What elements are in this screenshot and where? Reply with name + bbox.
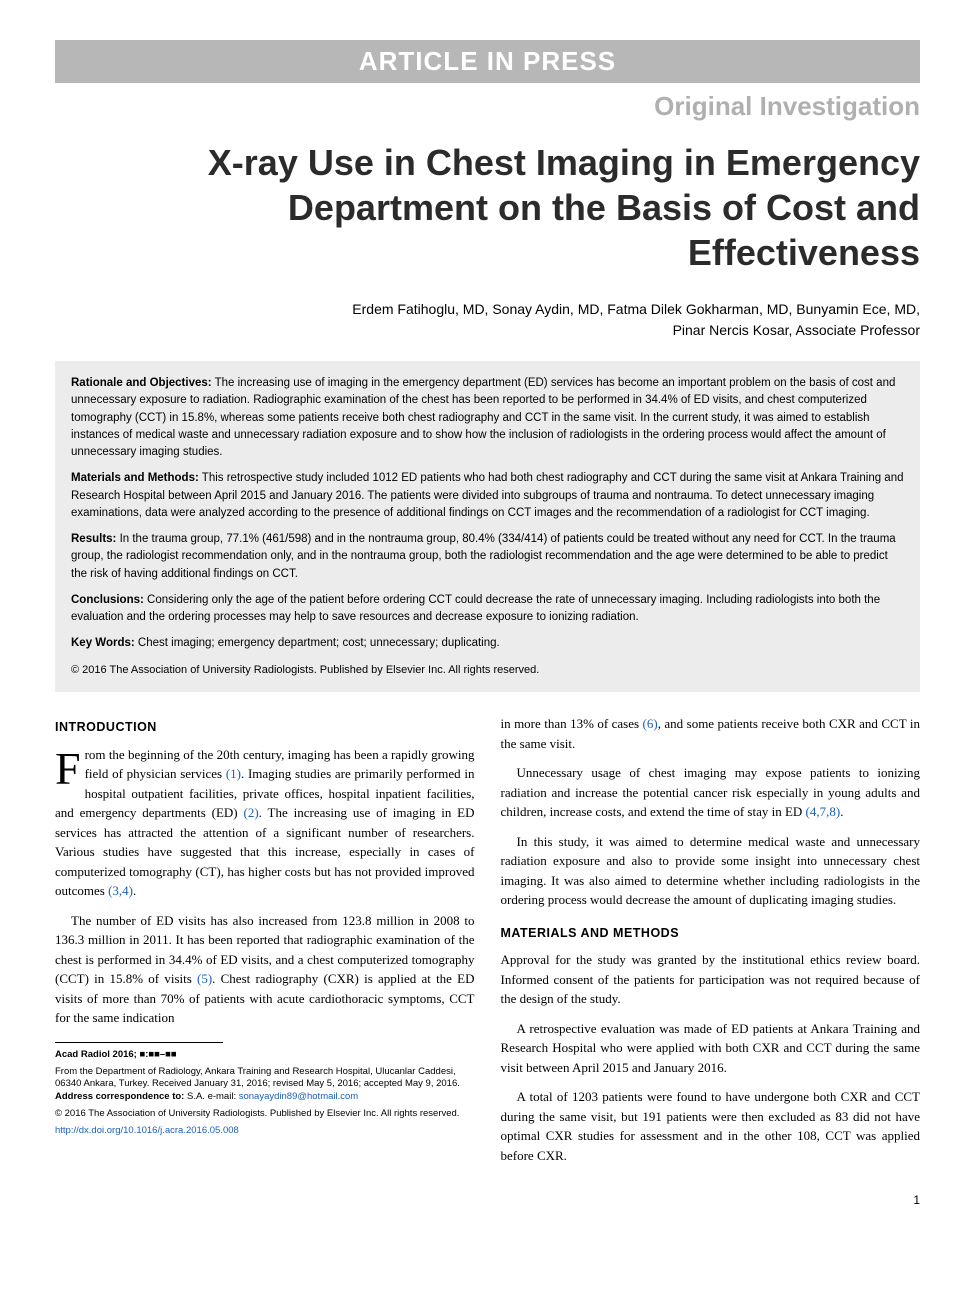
footnote-citation: Acad Radiol 2016; ■:■■–■■: [55, 1049, 475, 1062]
correspondence-label: Address correspondence to:: [55, 1091, 184, 1102]
footnote-block: Acad Radiol 2016; ■:■■–■■ From the Depar…: [55, 1049, 475, 1138]
intro-paragraph-2: The number of ED visits has also increas…: [55, 911, 475, 1028]
abstract-keywords: Key Words: Chest imaging; emergency depa…: [71, 635, 904, 652]
footnote-divider: [55, 1042, 223, 1043]
abstract-rationale: Rationale and Objectives: The increasing…: [71, 375, 904, 461]
footnote-affiliation: From the Department of Radiology, Ankara…: [55, 1066, 475, 1104]
correspondence-email-link[interactable]: sonayaydin89@hotmail.com: [239, 1091, 358, 1102]
abstract-materials: Materials and Methods: This retrospectiv…: [71, 470, 904, 522]
page-number: 1: [55, 1193, 920, 1207]
citation-ref-1[interactable]: (1): [226, 766, 241, 781]
article-title: X-ray Use in Chest Imaging in Emergency …: [55, 140, 920, 275]
left-column: INTRODUCTION From the beginning of the 2…: [55, 714, 475, 1175]
doi-link[interactable]: http://dx.doi.org/10.1016/j.acra.2016.05…: [55, 1125, 239, 1136]
page-container: ARTICLE IN PRESS Original Investigation …: [0, 0, 975, 1237]
abstract-results: Results: In the trauma group, 77.1% (461…: [71, 531, 904, 583]
affiliation-text: From the Department of Radiology, Ankara…: [55, 1066, 460, 1090]
col2-p2-text-a: Unnecessary usage of chest imaging may e…: [501, 765, 921, 819]
authors-line-2: Pinar Nercis Kosar, Associate Professor: [673, 322, 920, 338]
conclusions-text: Considering only the age of the patient …: [71, 594, 880, 623]
abstract-conclusions: Conclusions: Considering only the age of…: [71, 592, 904, 627]
intro-p1-end: .: [133, 883, 136, 898]
materials-label: Materials and Methods:: [71, 472, 199, 484]
conclusions-label: Conclusions:: [71, 594, 144, 606]
introduction-heading: INTRODUCTION: [55, 718, 475, 737]
abstract-box: Rationale and Objectives: The increasing…: [55, 361, 920, 692]
materials-methods-heading: MATERIALS AND METHODS: [501, 924, 921, 943]
methods-paragraph-1: Approval for the study was granted by th…: [501, 950, 921, 1009]
col2-p2-end: .: [840, 804, 843, 819]
results-label: Results:: [71, 533, 116, 545]
methods-paragraph-3: A total of 1203 patients were found to h…: [501, 1087, 921, 1165]
dropcap-letter: F: [55, 745, 85, 788]
correspondence-text: S.A. e-mail:: [184, 1091, 238, 1102]
results-text: In the trauma group, 77.1% (461/598) and…: [71, 533, 896, 580]
citation-ref-34[interactable]: (3,4): [108, 883, 133, 898]
citation-ref-6[interactable]: (6): [643, 716, 658, 731]
keywords-label: Key Words:: [71, 637, 135, 649]
citation-ref-478[interactable]: (4,7,8): [806, 804, 841, 819]
abstract-copyright: © 2016 The Association of University Rad…: [71, 662, 904, 679]
body-two-columns: INTRODUCTION From the beginning of the 2…: [55, 714, 920, 1175]
col2-paragraph-2: Unnecessary usage of chest imaging may e…: [501, 763, 921, 822]
keywords-text: Chest imaging; emergency department; cos…: [135, 637, 500, 649]
authors-block: Erdem Fatihoglu, MD, Sonay Aydin, MD, Fa…: [55, 299, 920, 341]
footnote-copyright: © 2016 The Association of University Rad…: [55, 1108, 475, 1121]
col2-paragraph-1: in more than 13% of cases (6), and some …: [501, 714, 921, 753]
col2-paragraph-3: In this study, it was aimed to determine…: [501, 832, 921, 910]
article-category: Original Investigation: [55, 91, 920, 122]
methods-paragraph-2: A retrospective evaluation was made of E…: [501, 1019, 921, 1078]
intro-paragraph-1: From the beginning of the 20th century, …: [55, 745, 475, 901]
authors-line-1: Erdem Fatihoglu, MD, Sonay Aydin, MD, Fa…: [352, 301, 920, 317]
article-in-press-banner: ARTICLE IN PRESS: [55, 40, 920, 83]
right-column: in more than 13% of cases (6), and some …: [501, 714, 921, 1175]
col2-p1-text-a: in more than 13% of cases: [501, 716, 643, 731]
citation-ref-2[interactable]: (2): [244, 805, 259, 820]
rationale-label: Rationale and Objectives:: [71, 377, 212, 389]
rationale-text: The increasing use of imaging in the eme…: [71, 377, 895, 458]
citation-ref-5[interactable]: (5): [197, 971, 212, 986]
